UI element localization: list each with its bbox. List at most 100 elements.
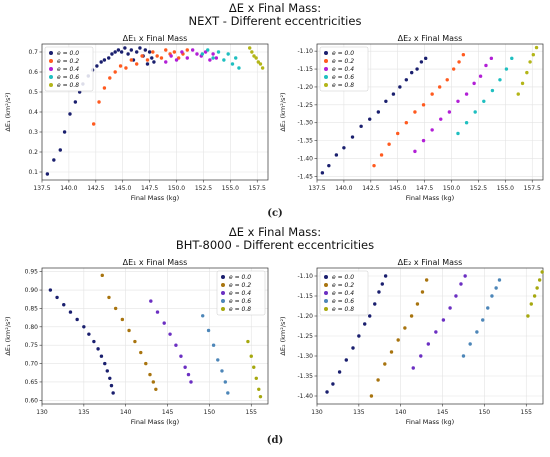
data-point — [448, 306, 452, 310]
data-point — [380, 282, 384, 286]
data-point — [73, 100, 78, 104]
data-point — [206, 328, 211, 333]
data-point — [331, 382, 335, 386]
data-point — [430, 92, 434, 96]
x-tick-label: 150.0 — [443, 185, 460, 192]
data-point — [419, 60, 424, 64]
data-point — [62, 303, 66, 307]
data-point — [464, 92, 469, 96]
data-point — [420, 290, 425, 294]
x-axis-label: Final Mass (kg) — [131, 194, 179, 202]
legend-box — [319, 270, 369, 316]
x-tick-label: 130 — [311, 409, 323, 416]
data-point — [461, 53, 466, 57]
data-point — [138, 46, 142, 50]
data-point — [468, 342, 472, 346]
legend-label: e = 0.0 — [332, 50, 354, 57]
legend-label: e = 0.6 — [229, 298, 251, 305]
x-tick-label: 140 — [395, 409, 407, 416]
data-point — [342, 146, 346, 150]
data-point — [211, 343, 216, 347]
legend-marker — [49, 83, 53, 87]
data-point — [252, 365, 256, 369]
data-point — [185, 56, 189, 60]
x-tick-label: 145 — [162, 409, 174, 416]
y-tick-label: -1.40 — [297, 393, 313, 400]
data-point — [426, 342, 431, 346]
data-point — [246, 339, 250, 344]
data-point — [461, 354, 466, 358]
legend-marker — [49, 51, 53, 55]
data-point — [230, 62, 235, 66]
data-point — [100, 273, 104, 278]
data-point — [105, 369, 109, 373]
legend-label: e = 0.4 — [332, 66, 354, 73]
legend-marker — [221, 275, 225, 279]
y-axis-label: ΔE₂ (km²/s²) — [279, 92, 287, 131]
x-tick-label: 147.5 — [141, 185, 158, 192]
data-point — [447, 110, 452, 114]
data-point — [190, 48, 195, 52]
data-point — [254, 376, 258, 380]
data-point — [372, 163, 376, 168]
legend-marker — [324, 75, 328, 79]
data-point — [415, 302, 420, 306]
data-point — [359, 124, 363, 129]
data-point — [368, 314, 372, 318]
data-point — [411, 366, 415, 370]
data-point — [419, 354, 423, 358]
data-point — [526, 314, 530, 318]
data-point — [103, 361, 107, 366]
data-point — [211, 52, 215, 56]
x-tick-label: 130 — [36, 409, 48, 416]
data-point — [250, 50, 254, 54]
legend-label: e = 0.2 — [57, 58, 79, 65]
data-point — [415, 67, 419, 71]
axes-frame — [316, 43, 544, 181]
legend-label: e = 0.6 — [332, 298, 354, 305]
y-tick-label: 0.90 — [25, 287, 39, 294]
chart-d-right: ΔE₂ x Final Mass 130 135 140 145 150 155 -1.40 -… — [279, 258, 544, 426]
data-point — [451, 67, 456, 71]
data-point — [351, 346, 355, 350]
data-point — [257, 387, 261, 391]
legend-marker — [324, 283, 328, 287]
legend-label: e = 0.0 — [57, 50, 79, 57]
data-point — [96, 347, 100, 351]
y-tick-label: 0.85 — [25, 305, 39, 312]
data-point — [258, 394, 263, 399]
data-point — [391, 92, 396, 96]
data-point — [91, 122, 96, 126]
x-tick-label: 140 — [120, 409, 132, 416]
data-point — [145, 62, 150, 66]
data-point — [454, 294, 458, 298]
data-point — [424, 278, 429, 282]
y-axis-label: ΔE₁ (km²/s²) — [4, 92, 12, 131]
data-point — [437, 85, 442, 89]
data-point — [159, 56, 164, 60]
data-point — [129, 48, 134, 52]
data-point — [162, 321, 166, 325]
x-tick-label: 145.0 — [389, 185, 406, 192]
data-point — [413, 149, 417, 154]
y-tick-label: 0.60 — [25, 397, 39, 404]
y-axis-label: ΔE₂ (km²/s²) — [279, 316, 287, 355]
chart-c-right: ΔE₂ x Final Mass 137.5 140.0 142.5 145.0 147.… — [279, 34, 544, 202]
y-tick-label: 0.4 — [28, 109, 38, 116]
data-point — [484, 63, 488, 68]
legend-marker — [221, 307, 225, 311]
x-tick-label: 155 — [246, 409, 258, 416]
data-point — [108, 376, 112, 380]
y-tick-label: 0.7 — [28, 49, 38, 56]
data-point — [489, 56, 494, 61]
legend-box — [44, 46, 94, 92]
data-point — [534, 45, 539, 50]
y-tick-label: -1.20 — [297, 84, 313, 91]
data-point — [92, 339, 96, 344]
data-point — [75, 317, 79, 322]
legend-label: e = 0.8 — [229, 306, 251, 313]
data-point — [344, 358, 348, 362]
data-point — [252, 54, 256, 58]
data-point — [97, 100, 101, 104]
x-tick-label: 147.5 — [416, 185, 433, 192]
